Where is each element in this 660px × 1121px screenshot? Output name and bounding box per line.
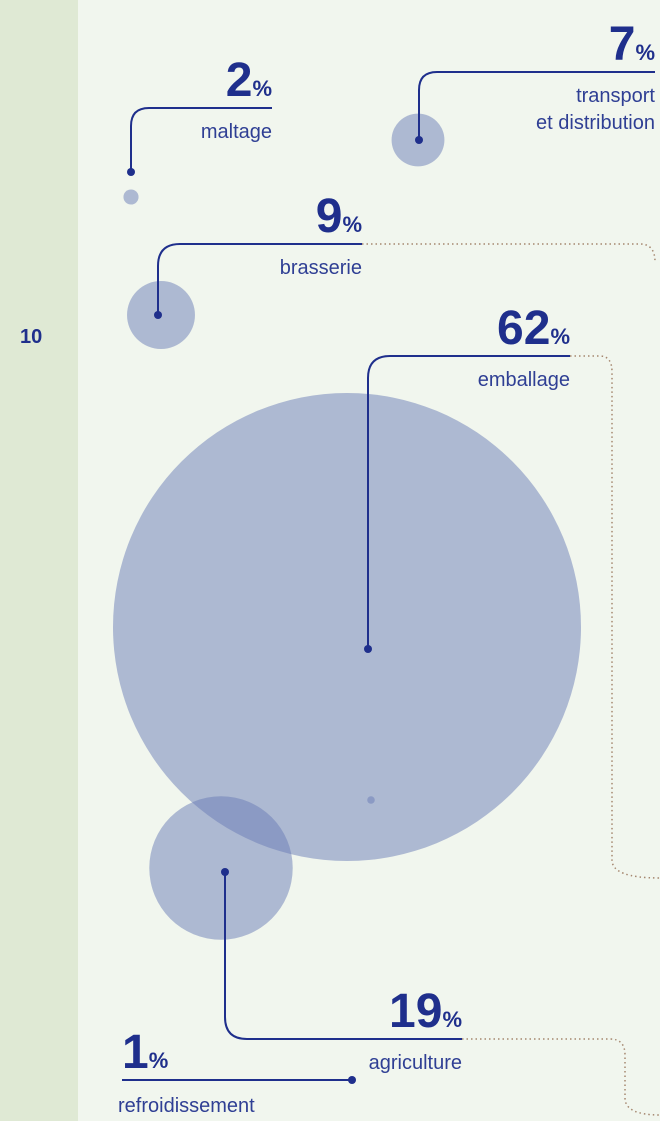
category-label: agriculture [369,1052,462,1074]
dotted-line [462,1038,660,1116]
category-label: emballage [478,369,570,391]
value-unit: % [550,324,570,349]
side-strip [0,0,78,1121]
dotted-line [362,243,656,263]
leader-line [157,243,362,315]
leader-dot [415,136,423,144]
value-unit: % [442,1007,462,1032]
leader-dot [154,311,162,319]
bubble [367,796,375,804]
bubble [149,796,293,940]
leader-line [224,872,462,1040]
dotted-connectors [362,243,660,1116]
leader-line [418,71,655,140]
label-line: transport [576,85,655,107]
leader-line [130,107,272,172]
value-number: 9 [316,190,343,243]
value-label: 9% [316,190,362,243]
value-unit: % [635,40,655,65]
category-label: transport et distribution [536,85,655,134]
value-unit: % [149,1048,169,1073]
value-number: 62 [497,302,550,355]
value-number: 19 [389,985,442,1038]
value-label: 1% [122,1026,168,1079]
value-number: 1 [122,1026,149,1079]
leader-dot [348,1076,356,1084]
value-label: 2% [226,54,272,107]
bubbles [113,113,581,940]
bubble [123,189,139,205]
category-label: brasserie [280,257,362,279]
value-label: 7% [609,18,655,71]
value-number: 7 [609,18,636,71]
value-label: 62% [497,302,570,355]
leader-dot [364,645,372,653]
value-unit: % [342,212,362,237]
bubble [113,393,581,861]
value-number: 2 [226,54,253,107]
page-number: 10 [20,326,42,348]
value-unit: % [252,76,272,101]
leader-line [367,355,570,649]
label-line: et distribution [536,112,655,134]
category-label: refroidissement [118,1095,255,1117]
value-label: 19% [389,985,462,1038]
leader-dot [127,168,135,176]
category-label: maltage [201,121,272,143]
leader-dot [221,868,229,876]
